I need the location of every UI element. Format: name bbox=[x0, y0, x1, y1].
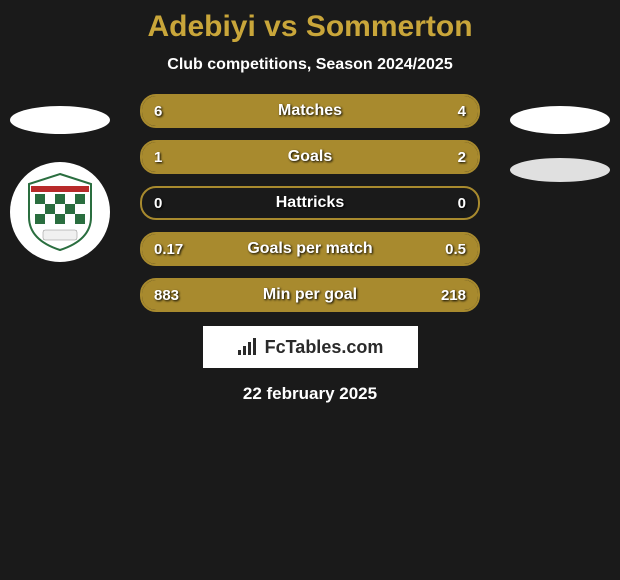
stat-label: Hattricks bbox=[142, 188, 478, 218]
stat-row: Min per goal883 218 bbox=[140, 278, 480, 312]
stats-comparison-card: Adebiyi vs Sommerton Club competitions, … bbox=[0, 0, 620, 580]
subtitle: Club competitions, Season 2024/2025 bbox=[0, 56, 620, 74]
player-left-oval bbox=[10, 106, 110, 134]
stat-value-left: 1 bbox=[154, 142, 162, 172]
stat-value-left: 883 bbox=[154, 280, 179, 310]
title: Adebiyi vs Sommerton bbox=[0, 0, 620, 44]
player-right-oval-2 bbox=[510, 158, 610, 182]
main-area: Matches6 4 Goals1 2 Hattricks0 0 Goals per mat… bbox=[0, 94, 620, 404]
attribution-box: FcTables.com bbox=[203, 326, 418, 368]
stat-value-left: 0 bbox=[154, 188, 162, 218]
team-crest-left bbox=[10, 162, 110, 262]
stat-row: Goals per match0.17 0.5 bbox=[140, 232, 480, 266]
bar-chart-icon bbox=[237, 338, 259, 356]
stat-value-left: 6 bbox=[154, 96, 162, 126]
stat-value-right: 2 bbox=[458, 142, 466, 172]
stat-value-right: 4 bbox=[458, 96, 466, 126]
stat-label: Min per goal bbox=[142, 280, 478, 310]
stat-value-left: 0.17 bbox=[154, 234, 183, 264]
stat-label: Matches bbox=[142, 96, 478, 126]
comparison-bars: Matches6 4 Goals1 2 Hattricks0 0 Goals per mat… bbox=[140, 94, 480, 312]
stat-label: Goals bbox=[142, 142, 478, 172]
stat-value-right: 218 bbox=[441, 280, 466, 310]
stat-value-right: 0 bbox=[458, 188, 466, 218]
player-right-oval bbox=[510, 106, 610, 134]
attribution-label: FcTables.com bbox=[265, 337, 384, 358]
stat-label: Goals per match bbox=[142, 234, 478, 264]
stat-value-right: 0.5 bbox=[445, 234, 466, 264]
date: 22 february 2025 bbox=[0, 384, 620, 404]
attribution-text: FcTables.com bbox=[237, 337, 384, 358]
shield-icon bbox=[25, 172, 95, 252]
stat-row: Goals1 2 bbox=[140, 140, 480, 174]
stat-row: Matches6 4 bbox=[140, 94, 480, 128]
stat-row: Hattricks0 0 bbox=[140, 186, 480, 220]
